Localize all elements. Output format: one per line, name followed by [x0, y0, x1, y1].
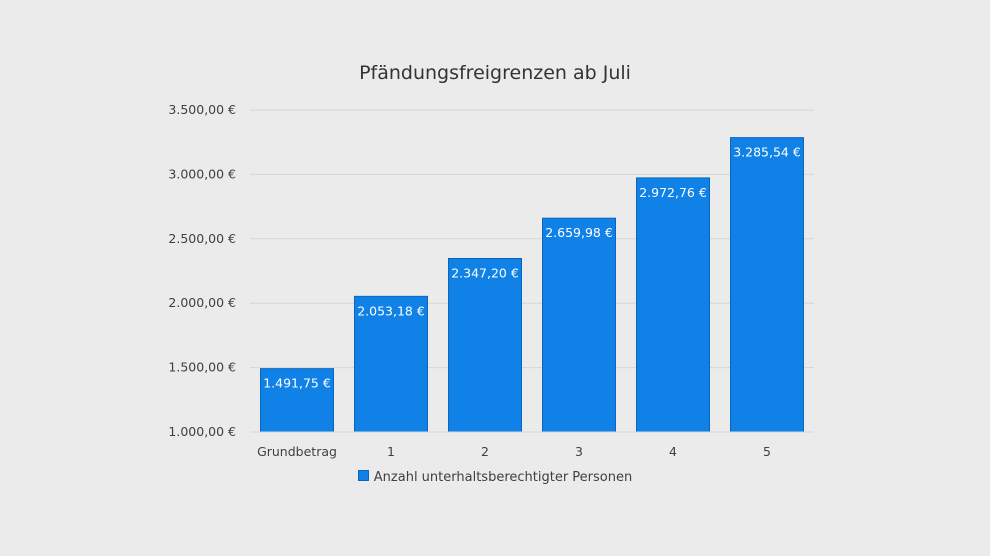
y-tick-label: 3.000,00 €	[168, 166, 236, 181]
data-label: 2.972,76 €	[639, 185, 707, 200]
x-tick-label: 4	[669, 444, 677, 459]
bar	[542, 217, 616, 433]
bar	[448, 257, 522, 433]
bar	[730, 137, 804, 433]
bar	[354, 295, 428, 433]
y-tick-label: 2.000,00 €	[168, 295, 236, 310]
x-tick-label: 2	[481, 444, 489, 459]
y-tick-label: 3.500,00 €	[168, 102, 236, 117]
data-label: 2.347,20 €	[451, 265, 519, 280]
chart-legend: Anzahl unterhaltsberechtigter Personen	[0, 470, 990, 485]
x-tick-label: Grundbetrag	[257, 444, 337, 459]
x-tick-label: 5	[763, 444, 771, 459]
x-tick-label: 1	[387, 444, 395, 459]
bar	[636, 177, 710, 433]
data-label: 3.285,54 €	[733, 145, 801, 160]
chart-title: Pfändungsfreigrenzen ab Juli	[359, 62, 631, 84]
y-tick-label: 2.500,00 €	[168, 231, 236, 246]
y-tick-label: 1.500,00 €	[168, 360, 236, 375]
data-label: 2.659,98 €	[545, 225, 613, 240]
data-label: 2.053,18 €	[357, 303, 425, 318]
legend-label: Anzahl unterhaltsberechtigter Personen	[373, 470, 633, 485]
y-tick-label: 1.000,00 €	[168, 424, 236, 439]
data-label: 1.491,75 €	[263, 376, 331, 391]
legend-swatch	[357, 470, 369, 481]
x-tick-label: 3	[575, 444, 583, 459]
